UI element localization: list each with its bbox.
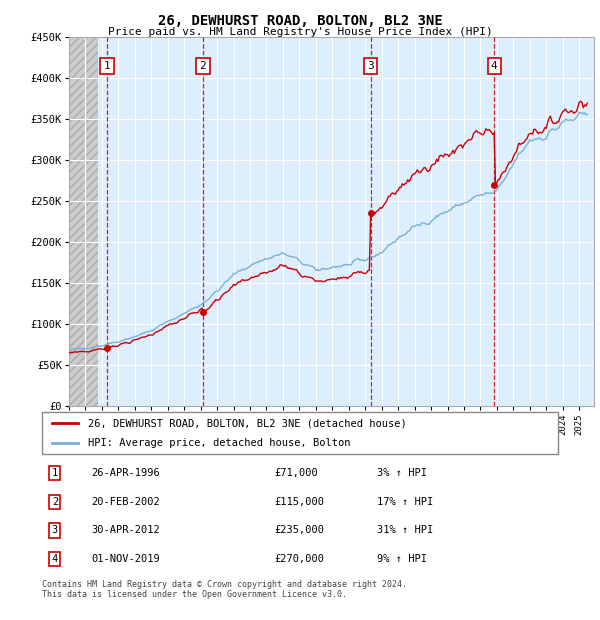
Text: 26-APR-1996: 26-APR-1996 <box>91 468 160 478</box>
Bar <box>69 37 98 406</box>
Text: 1: 1 <box>52 468 58 478</box>
Text: Contains HM Land Registry data © Crown copyright and database right 2024.
This d: Contains HM Land Registry data © Crown c… <box>42 580 407 599</box>
Text: 17% ↑ HPI: 17% ↑ HPI <box>377 497 434 507</box>
Text: £71,000: £71,000 <box>274 468 318 478</box>
FancyBboxPatch shape <box>42 412 558 454</box>
Text: 01-NOV-2019: 01-NOV-2019 <box>91 554 160 564</box>
Text: Price paid vs. HM Land Registry's House Price Index (HPI): Price paid vs. HM Land Registry's House … <box>107 27 493 37</box>
Text: £115,000: £115,000 <box>274 497 324 507</box>
Text: 2: 2 <box>199 61 206 71</box>
Text: 3% ↑ HPI: 3% ↑ HPI <box>377 468 427 478</box>
Text: HPI: Average price, detached house, Bolton: HPI: Average price, detached house, Bolt… <box>88 438 351 448</box>
Text: 1: 1 <box>103 61 110 71</box>
Text: 26, DEWHURST ROAD, BOLTON, BL2 3NE (detached house): 26, DEWHURST ROAD, BOLTON, BL2 3NE (deta… <box>88 418 407 428</box>
Text: 9% ↑ HPI: 9% ↑ HPI <box>377 554 427 564</box>
Text: 4: 4 <box>491 61 497 71</box>
Text: 4: 4 <box>52 554 58 564</box>
Text: 3: 3 <box>367 61 374 71</box>
Text: 20-FEB-2002: 20-FEB-2002 <box>91 497 160 507</box>
Text: £270,000: £270,000 <box>274 554 324 564</box>
Text: 2: 2 <box>52 497 58 507</box>
Text: £235,000: £235,000 <box>274 526 324 536</box>
Text: 26, DEWHURST ROAD, BOLTON, BL2 3NE: 26, DEWHURST ROAD, BOLTON, BL2 3NE <box>158 14 442 28</box>
Text: 30-APR-2012: 30-APR-2012 <box>91 526 160 536</box>
Text: 31% ↑ HPI: 31% ↑ HPI <box>377 526 434 536</box>
Text: 3: 3 <box>52 526 58 536</box>
